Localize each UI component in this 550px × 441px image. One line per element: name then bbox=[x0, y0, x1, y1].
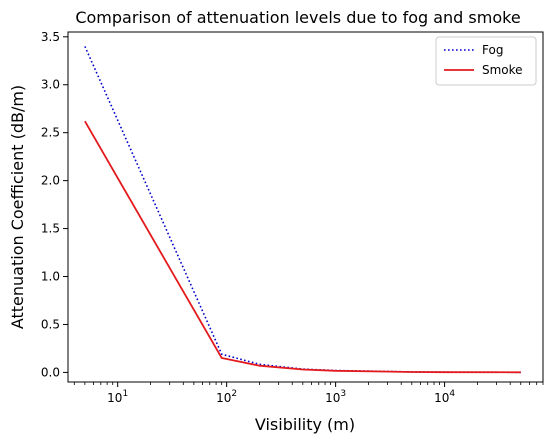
y-axis-label: Attenuation Coefficient (dB/m) bbox=[8, 85, 27, 329]
y-tick-label: 0.0 bbox=[41, 365, 60, 379]
series-line-smoke bbox=[84, 120, 521, 374]
legend: Fog Smoke bbox=[435, 36, 537, 86]
y-tick-label: 1.5 bbox=[41, 222, 60, 236]
x-tick-label: 102 bbox=[216, 389, 237, 405]
x-tick-label: 104 bbox=[434, 389, 455, 405]
x-axis-ticks: 101 102 103 104 bbox=[73, 382, 544, 405]
x-tick-label: 103 bbox=[325, 389, 346, 405]
legend-label: Smoke bbox=[482, 63, 523, 77]
legend-label: Fog bbox=[482, 43, 503, 57]
y-tick-label: 0.5 bbox=[41, 317, 60, 331]
plot-area bbox=[67, 31, 544, 383]
legend-box bbox=[435, 36, 537, 86]
y-tick-label: 1.0 bbox=[41, 270, 60, 284]
y-axis-ticks: 0.0 0.5 1.0 1.5 2.0 2.5 3.0 3.5 bbox=[41, 30, 68, 379]
y-tick-label: 2.5 bbox=[41, 126, 60, 140]
series-layer bbox=[84, 46, 521, 374]
y-tick-label: 3.0 bbox=[41, 78, 60, 92]
x-tick-label: 101 bbox=[107, 389, 128, 405]
chart-title: Comparison of attenuation levels due to … bbox=[75, 8, 520, 27]
x-axis-label: Visibility (m) bbox=[255, 415, 355, 434]
series-line-fog bbox=[84, 46, 521, 374]
y-tick-label: 3.5 bbox=[41, 30, 60, 44]
y-tick-label: 2.0 bbox=[41, 174, 60, 188]
